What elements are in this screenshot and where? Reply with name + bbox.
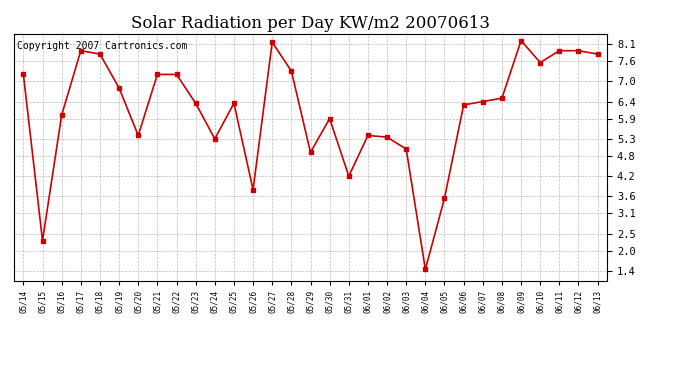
Title: Solar Radiation per Day KW/m2 20070613: Solar Radiation per Day KW/m2 20070613 <box>131 15 490 32</box>
Text: Copyright 2007 Cartronics.com: Copyright 2007 Cartronics.com <box>17 41 187 51</box>
